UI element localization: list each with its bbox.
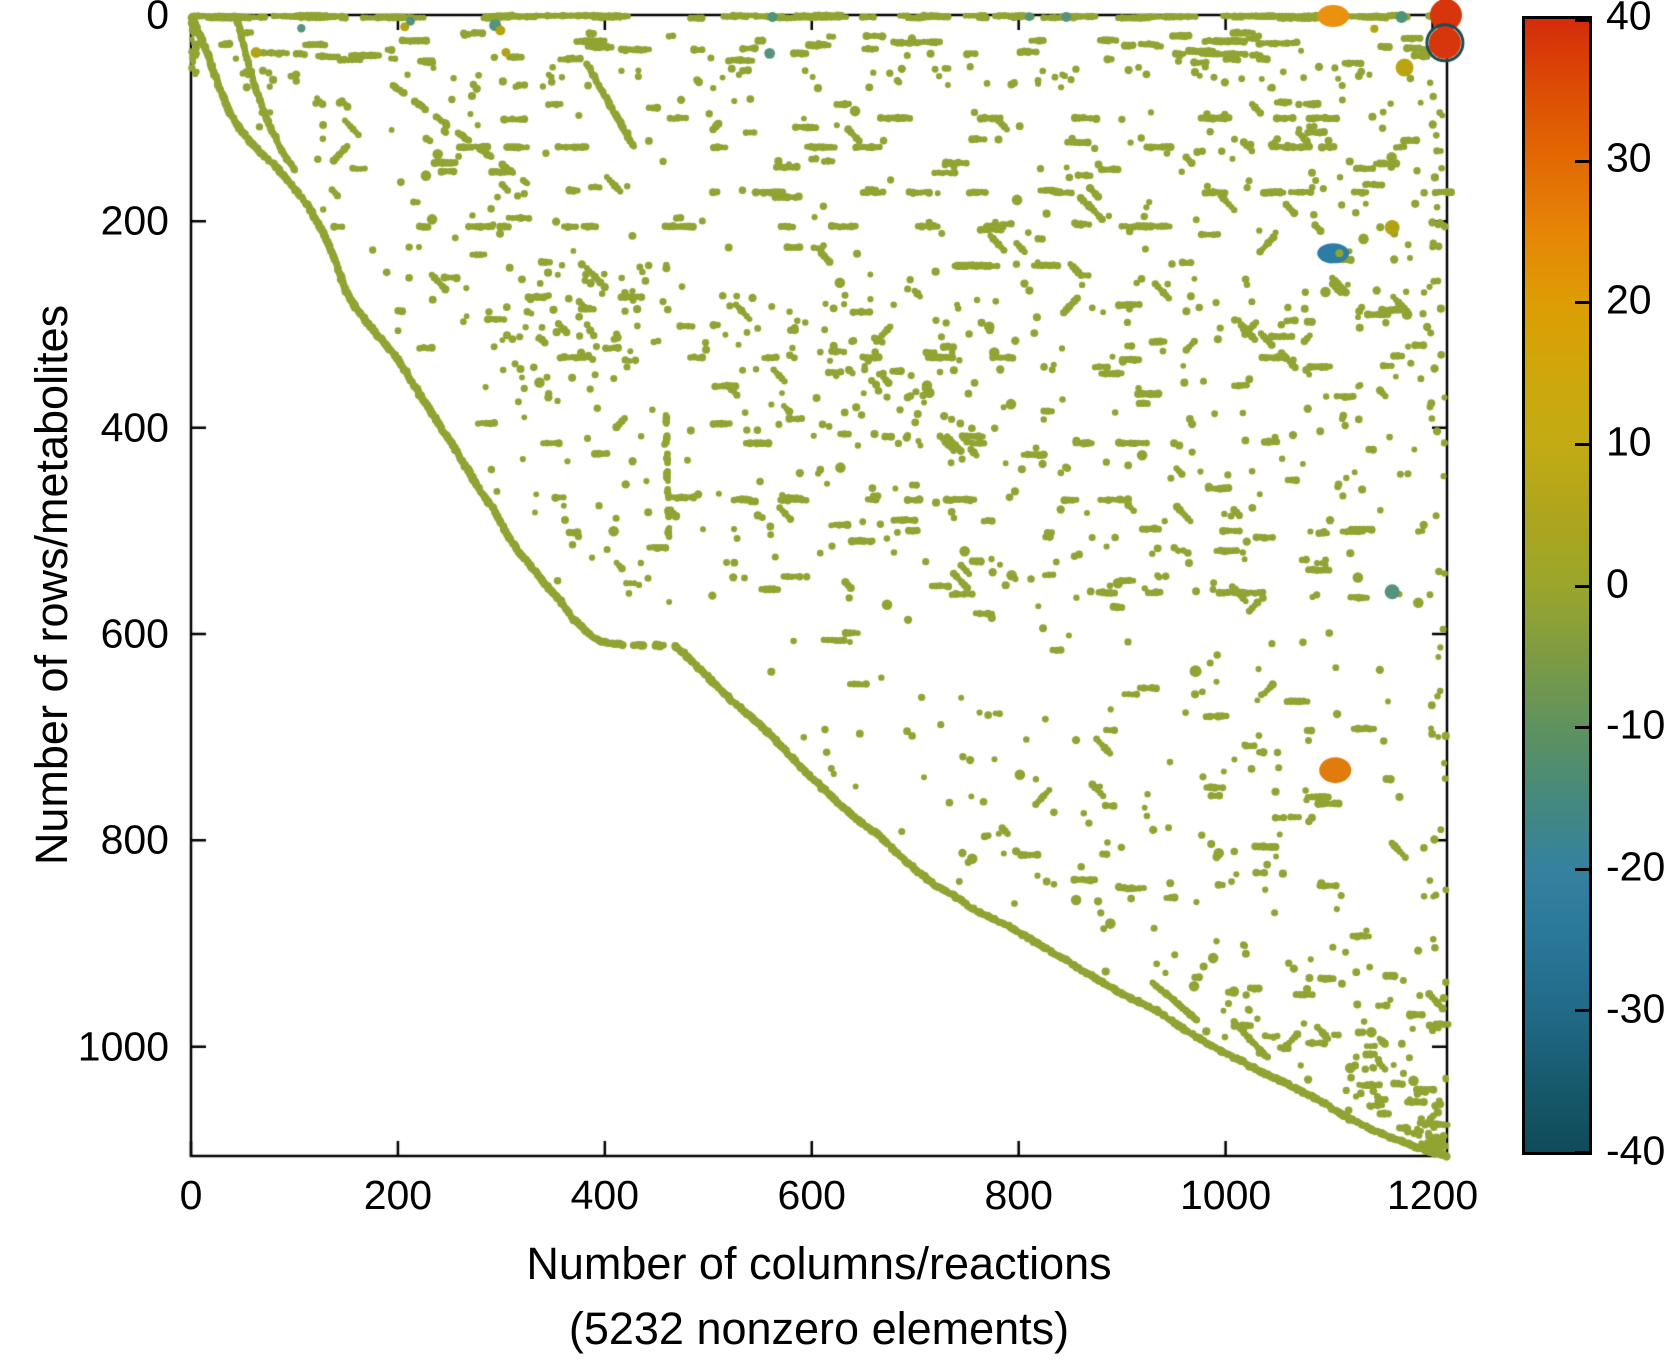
colorbar-tick (1575, 867, 1589, 871)
colorbar-tick-label: 0 (1606, 560, 1629, 606)
colorbar-tick-label: -40 (1606, 1127, 1666, 1174)
colorbar-tick-label: -30 (1606, 985, 1666, 1032)
colorbar-tick (1575, 159, 1589, 163)
y-tick-label: 400 (100, 404, 169, 451)
x-tick-label: 400 (570, 1172, 640, 1218)
y-tick-label: 600 (100, 610, 169, 657)
colorbar-tick (1575, 301, 1589, 305)
x-tick-label: 600 (777, 1172, 846, 1218)
x-tick-label: 200 (363, 1172, 433, 1218)
y-tick-label: 200 (100, 197, 169, 244)
colorbar-tick-label: 10 (1606, 418, 1652, 465)
x-tick-label: 0 (179, 1172, 203, 1218)
x-tick-label: 800 (984, 1172, 1053, 1218)
x-axis-label: Number of columns/reactions (526, 1238, 1112, 1289)
x-tick-label: 1200 (1386, 1172, 1479, 1218)
y-tick-label: 800 (100, 816, 169, 863)
colorbar-tick-label: 20 (1606, 276, 1652, 323)
colorbar-tick-label: -20 (1606, 843, 1666, 890)
colorbar-tick (1575, 1151, 1589, 1154)
colorbar-tick (1575, 1009, 1589, 1013)
colorbar-tick (1575, 584, 1589, 588)
x-tick-label: 1000 (1179, 1172, 1272, 1218)
colorbar-tick-label: 40 (1606, 0, 1652, 39)
colorbar (1522, 16, 1592, 1155)
colorbar-tick-label: -10 (1606, 701, 1666, 748)
y-tick-label: 1000 (77, 1023, 169, 1070)
nonzero-elements-label: (5232 nonzero elements) (568, 1303, 1070, 1354)
colorbar-tick (1575, 19, 1589, 22)
colorbar-tick-label: 30 (1606, 134, 1652, 181)
y-axis-label: Number of rows/metabolites (26, 304, 77, 866)
colorbar-tick (1575, 726, 1589, 730)
colorbar-tick (1575, 442, 1589, 446)
y-tick-label: 0 (146, 0, 169, 38)
